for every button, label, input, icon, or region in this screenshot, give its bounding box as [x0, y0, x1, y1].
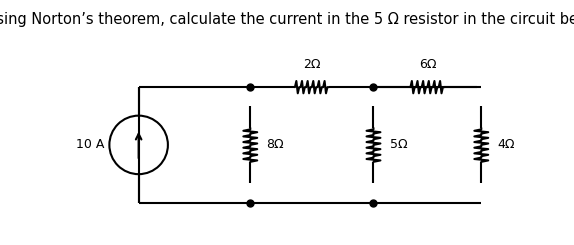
Text: 8Ω: 8Ω — [266, 138, 284, 151]
Text: 10 A: 10 A — [76, 138, 104, 151]
Text: 5. Using Norton’s theorem, calculate the current in the 5 Ω resistor in the circ: 5. Using Norton’s theorem, calculate the… — [0, 12, 574, 27]
Text: 2Ω: 2Ω — [303, 58, 321, 71]
Text: 5Ω: 5Ω — [390, 138, 408, 151]
Text: 6Ω: 6Ω — [418, 58, 436, 71]
Text: 4Ω: 4Ω — [498, 138, 515, 151]
